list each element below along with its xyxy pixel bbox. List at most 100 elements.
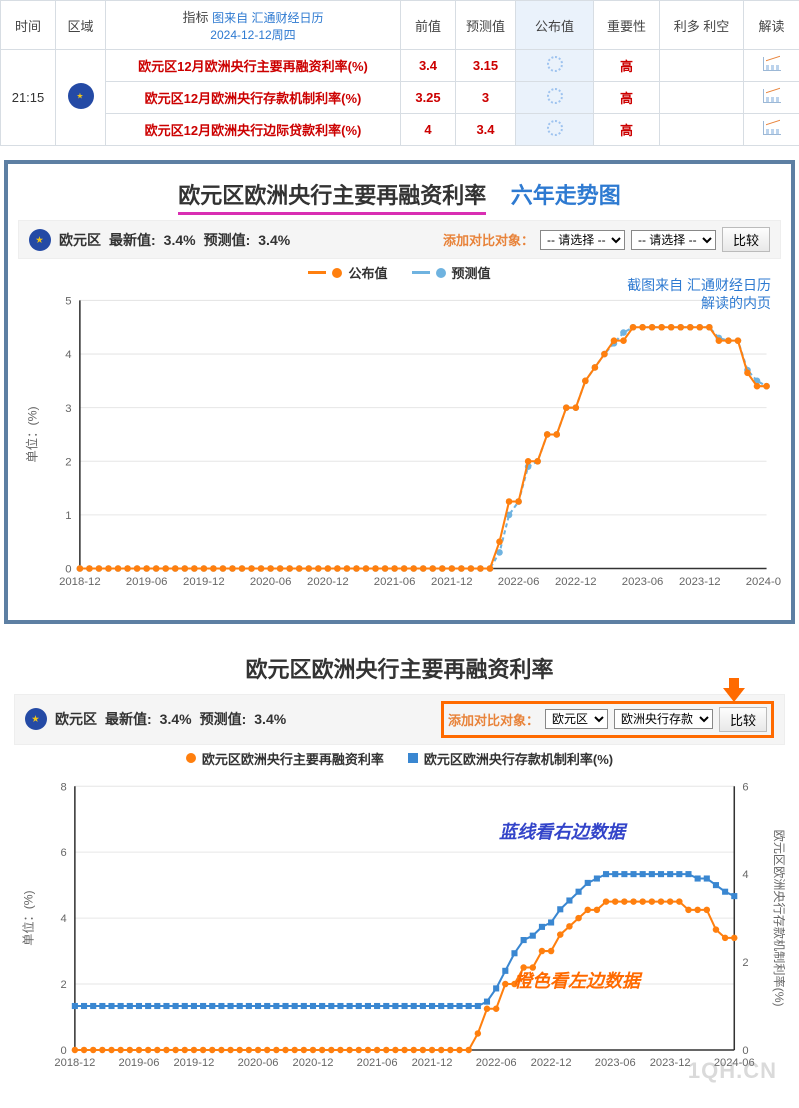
chart-icon[interactable] bbox=[763, 121, 781, 135]
th-indicator: 指标 图来自 汇通财经日历 2024-12-12周四 bbox=[106, 1, 401, 50]
eu-flag-icon bbox=[68, 83, 94, 109]
svg-text:2: 2 bbox=[61, 979, 67, 991]
source-line1: 图来自 汇通财经日历 bbox=[212, 11, 323, 25]
svg-text:2018-12: 2018-12 bbox=[59, 576, 101, 588]
chart2-forecast-value: 3.4% bbox=[254, 711, 286, 727]
svg-text:4: 4 bbox=[61, 913, 67, 925]
th-region: 区域 bbox=[56, 1, 106, 50]
chart-panel-1: 欧元区欧洲央行主要再融资利率 六年走势图 欧元区 最新值: 3.4% 预测值: … bbox=[4, 160, 795, 624]
chart2-forecast-label: 预测值: bbox=[200, 709, 247, 729]
chart-icon[interactable] bbox=[763, 89, 781, 103]
chart2-legend: 欧元区欧洲央行主要再融资利率 欧元区欧洲央行存款机制利率(%) bbox=[14, 749, 785, 768]
legend-a: 欧元区欧洲央行主要再融资利率 bbox=[202, 749, 384, 768]
chart1-compare-button[interactable]: 比较 bbox=[722, 227, 770, 252]
svg-text:0: 0 bbox=[61, 1045, 67, 1057]
cell-importance: 高 bbox=[594, 114, 660, 146]
th-forecast: 预测值 bbox=[456, 1, 516, 50]
chart1-latest-label: 最新值: bbox=[109, 230, 156, 250]
cell-forecast: 3.15 bbox=[456, 50, 516, 82]
svg-text:2023-12: 2023-12 bbox=[679, 576, 721, 588]
chart1-title: 欧元区欧洲央行主要再融资利率 六年走势图 bbox=[18, 178, 781, 210]
source-line2: 2024-12-12周四 bbox=[210, 28, 295, 42]
chart2-select-1[interactable]: 欧元区 bbox=[545, 709, 608, 729]
cell-indicator: 欧元区12月欧洲央行存款机制利率(%) bbox=[106, 82, 401, 114]
chart1-wrap: 截图来自 汇通财经日历 解读的内页 0123452018-122019-0620… bbox=[18, 286, 781, 606]
legend-forecast: 预测值 bbox=[452, 263, 491, 282]
svg-text:欧元区欧洲央行存款机制利率(%): 欧元区欧洲央行存款机制利率(%) bbox=[772, 829, 785, 1006]
chart2-title: 欧元区欧洲央行主要再融资利率 bbox=[14, 652, 785, 684]
cell-published bbox=[516, 82, 594, 114]
chart1-title-main: 欧元区欧洲央行主要再融资利率 bbox=[178, 183, 486, 215]
svg-text:2: 2 bbox=[65, 456, 71, 468]
svg-text:2021-06: 2021-06 bbox=[374, 576, 416, 588]
cell-adv bbox=[660, 50, 744, 82]
cell-interpret[interactable] bbox=[744, 82, 799, 114]
svg-text:2024-06: 2024-06 bbox=[746, 576, 781, 588]
chart-icon[interactable] bbox=[763, 57, 781, 71]
svg-text:4: 4 bbox=[65, 349, 71, 361]
cell-published bbox=[516, 50, 594, 82]
arrow-down-icon bbox=[723, 678, 745, 700]
svg-text:1: 1 bbox=[65, 510, 71, 522]
chart2-compare-controls: 添加对比对象： 欧元区 欧洲央行存款 比较 bbox=[441, 701, 774, 738]
chart1-select-1[interactable]: -- 请选择 -- bbox=[540, 230, 625, 250]
svg-text:5: 5 bbox=[65, 296, 71, 308]
cell-interpret[interactable] bbox=[744, 114, 799, 146]
svg-text:2020-06: 2020-06 bbox=[238, 1057, 279, 1069]
th-importance: 重要性 bbox=[594, 1, 660, 50]
svg-text:2021-06: 2021-06 bbox=[357, 1057, 398, 1069]
svg-text:2: 2 bbox=[742, 957, 748, 969]
chart1-note-2: 解读的内页 bbox=[627, 294, 771, 312]
svg-text:2021-12: 2021-12 bbox=[431, 576, 473, 588]
chart-panel-2: 欧元区欧洲央行主要再融资利率 欧元区 最新值: 3.4% 预测值: 3.4% 添… bbox=[4, 638, 795, 1100]
chart2-region: 欧元区 bbox=[55, 709, 97, 729]
watermark: 1QH.CN bbox=[688, 1058, 777, 1084]
cell-prev: 3.4 bbox=[401, 50, 456, 82]
spinner-icon bbox=[547, 120, 563, 136]
svg-text:2019-12: 2019-12 bbox=[183, 576, 225, 588]
svg-text:2019-06: 2019-06 bbox=[126, 576, 168, 588]
svg-text:2022-12: 2022-12 bbox=[555, 576, 597, 588]
svg-text:0: 0 bbox=[742, 1045, 748, 1057]
svg-text:2022-06: 2022-06 bbox=[498, 576, 540, 588]
chart2-latest-label: 最新值: bbox=[105, 709, 152, 729]
spinner-icon bbox=[547, 56, 563, 72]
cell-adv bbox=[660, 82, 744, 114]
chart2-svg: 0246802462018-122019-062019-122020-06202… bbox=[14, 772, 785, 1086]
th-published: 公布值 bbox=[516, 1, 594, 50]
svg-text:单位：(%): 单位：(%) bbox=[25, 406, 40, 462]
svg-text:4: 4 bbox=[742, 869, 748, 881]
th-prev: 前值 bbox=[401, 1, 456, 50]
chart2-title-main: 欧元区欧洲央行主要再融资利率 bbox=[245, 657, 553, 682]
svg-text:2022-06: 2022-06 bbox=[476, 1057, 517, 1069]
svg-text:3: 3 bbox=[65, 403, 71, 415]
cell-importance: 高 bbox=[594, 82, 660, 114]
svg-text:6: 6 bbox=[742, 781, 748, 793]
chart2-latest-value: 3.4% bbox=[160, 711, 192, 727]
chart1-info-bar: 欧元区 最新值: 3.4% 预测值: 3.4% 添加对比对象： -- 请选择 -… bbox=[18, 220, 781, 259]
legend-b: 欧元区欧洲央行存款机制利率(%) bbox=[424, 749, 613, 768]
svg-text:2022-12: 2022-12 bbox=[531, 1057, 572, 1069]
chart2-compare-button[interactable]: 比较 bbox=[719, 707, 767, 732]
eu-flag-icon bbox=[29, 229, 51, 251]
chart2-annotation-orange: 橙色看左边数据 bbox=[514, 967, 640, 993]
cell-interpret[interactable] bbox=[744, 50, 799, 82]
chart1-compare-label: 添加对比对象： bbox=[443, 230, 534, 249]
calendar-table: 时间 区域 指标 图来自 汇通财经日历 2024-12-12周四 前值 预测值 … bbox=[0, 0, 799, 146]
cell-indicator: 欧元区12月欧洲央行主要再融资利率(%) bbox=[106, 50, 401, 82]
cell-time: 21:15 bbox=[1, 50, 56, 146]
spinner-icon bbox=[547, 88, 563, 104]
svg-text:6: 6 bbox=[61, 847, 67, 859]
cell-forecast: 3.4 bbox=[456, 114, 516, 146]
cell-published bbox=[516, 114, 594, 146]
svg-text:2019-12: 2019-12 bbox=[173, 1057, 214, 1069]
chart2-select-2[interactable]: 欧洲央行存款 bbox=[614, 709, 713, 729]
chart1-select-2[interactable]: -- 请选择 -- bbox=[631, 230, 716, 250]
th-interpret: 解读 bbox=[744, 1, 799, 50]
cell-prev: 4 bbox=[401, 114, 456, 146]
th-indicator-text: 指标 bbox=[183, 10, 209, 25]
chart1-svg: 0123452018-122019-062019-122020-062020-1… bbox=[18, 286, 781, 606]
svg-text:2020-06: 2020-06 bbox=[250, 576, 292, 588]
cell-region bbox=[56, 50, 106, 146]
chart2-compare-label: 添加对比对象： bbox=[448, 710, 539, 729]
